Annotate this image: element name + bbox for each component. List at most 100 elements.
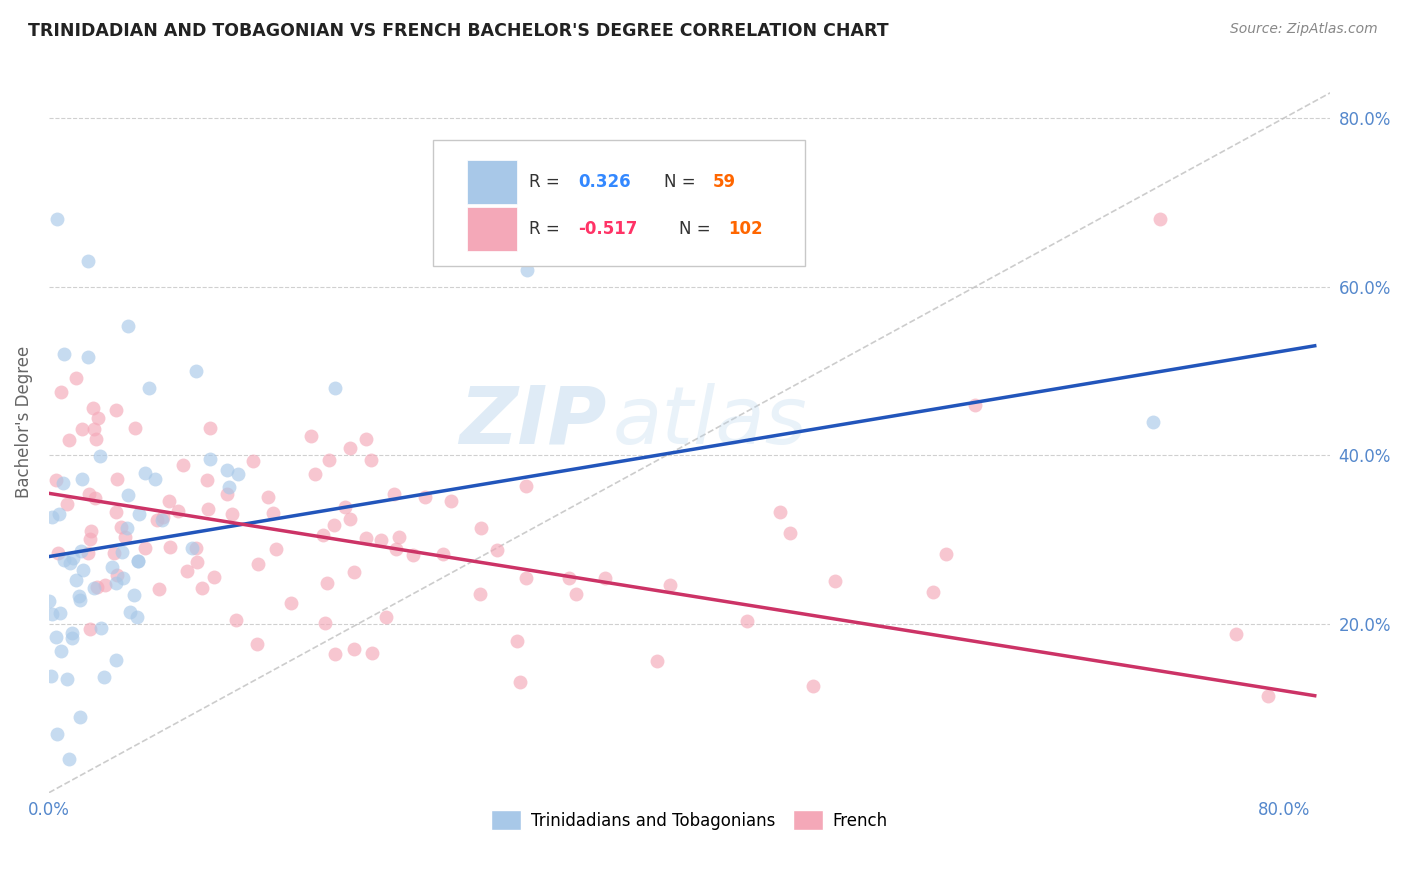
Point (118, 605, 141, 619)
Point (86, 580, 108, 594)
Point (384, 541, 406, 556)
Point (45, 473, 67, 487)
Point (382, 487, 405, 501)
Point (339, 442, 361, 456)
Text: 0.326: 0.326 (578, 173, 631, 191)
Point (79, 622, 101, 636)
Point (39, 669, 62, 683)
Point (159, 541, 181, 555)
Point (323, 647, 346, 661)
Point (965, 398, 987, 412)
Point (56, 672, 79, 686)
Point (217, 487, 239, 501)
Point (468, 587, 491, 601)
Point (41, 607, 63, 622)
Point (413, 490, 436, 504)
Point (83, 491, 105, 505)
Point (242, 454, 264, 468)
Point (190, 582, 212, 596)
Point (48, 507, 70, 521)
Point (225, 614, 247, 628)
Point (122, 589, 145, 603)
Text: R =: R = (530, 173, 560, 191)
Point (104, 505, 127, 519)
Point (1257, 689, 1279, 703)
Point (77, 487, 100, 501)
Point (280, 596, 302, 610)
Point (343, 641, 366, 656)
Point (125, 609, 148, 624)
Point (558, 571, 581, 585)
Point (110, 520, 132, 534)
Text: -0.517: -0.517 (578, 219, 637, 238)
Point (67, 589, 90, 603)
Point (370, 533, 392, 547)
Point (515, 479, 537, 493)
Point (440, 493, 463, 508)
Point (128, 507, 150, 521)
Point (172, 458, 194, 472)
Point (506, 633, 529, 648)
Point (82, 401, 104, 415)
Point (76, 350, 98, 364)
FancyBboxPatch shape (467, 161, 516, 204)
Point (46, 546, 69, 560)
Point (312, 527, 335, 541)
Point (218, 480, 240, 494)
Point (152, 509, 174, 524)
Point (245, 637, 267, 651)
Point (157, 494, 180, 508)
Point (80, 524, 103, 538)
Point (84, 432, 107, 446)
Point (316, 576, 339, 591)
Point (127, 554, 149, 568)
Point (935, 547, 957, 561)
Point (198, 421, 221, 435)
Text: 59: 59 (713, 173, 735, 191)
FancyBboxPatch shape (433, 140, 804, 266)
Point (335, 500, 357, 515)
Point (824, 574, 846, 589)
Point (56, 497, 79, 511)
Point (360, 453, 382, 467)
Point (62, 550, 84, 565)
Point (354, 531, 377, 545)
Point (323, 517, 346, 532)
Point (65, 573, 87, 587)
Point (195, 473, 218, 487)
Legend: Trinidadians and Tobagonians, French: Trinidadians and Tobagonians, French (485, 804, 894, 837)
Point (262, 506, 284, 520)
Point (60, 625, 83, 640)
Point (769, 505, 792, 519)
Point (516, 263, 538, 277)
Point (83, 582, 105, 596)
Point (70, 543, 93, 558)
Point (124, 421, 146, 435)
Point (45, 212, 67, 227)
Text: atlas: atlas (613, 383, 807, 460)
Point (105, 403, 128, 417)
Point (304, 467, 326, 481)
Point (41, 510, 63, 524)
Point (65, 371, 87, 385)
Point (318, 452, 340, 467)
Point (343, 565, 366, 579)
Point (1142, 415, 1164, 429)
Text: ZIP: ZIP (458, 383, 606, 460)
Point (470, 521, 492, 535)
Text: N =: N = (679, 219, 711, 238)
Point (138, 381, 160, 395)
Point (257, 490, 280, 504)
Point (735, 614, 758, 628)
Point (323, 381, 346, 395)
Point (184, 541, 207, 555)
Point (59, 556, 82, 570)
Point (70, 422, 93, 436)
Point (114, 531, 136, 545)
Point (76, 546, 98, 560)
Point (184, 364, 207, 378)
Point (375, 609, 398, 624)
Y-axis label: Bachelor's Degree: Bachelor's Degree (15, 345, 32, 498)
Point (105, 472, 128, 486)
Point (803, 679, 825, 693)
